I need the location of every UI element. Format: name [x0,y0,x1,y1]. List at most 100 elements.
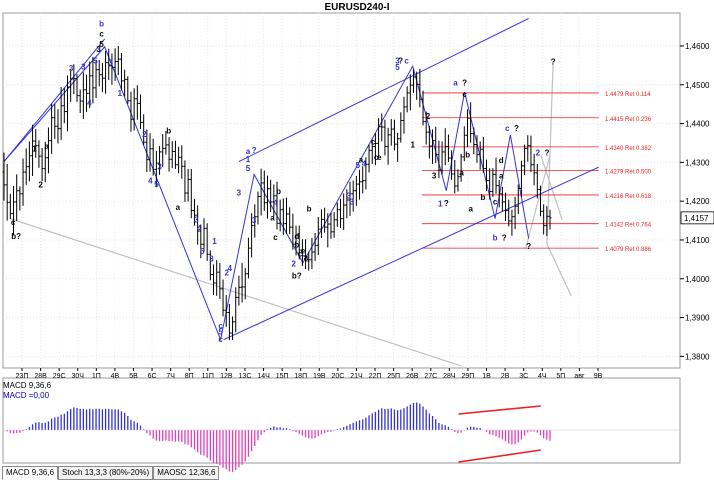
wave-label: 3 [109,58,114,67]
ohlc-bar [104,51,108,94]
price-tick-label: 1,4000 [685,275,710,284]
wave-label: a [499,172,504,181]
ohlc-bar [361,166,365,194]
ohlc-bar [367,144,371,173]
wave-label: c [462,90,467,99]
ohlc-bar [278,199,282,232]
wave-label: 3 [194,216,199,225]
channel-line [3,38,106,162]
ohlc-bar [56,109,60,144]
ohlc-bar [75,74,79,102]
time-tick-label: 18П [294,373,307,380]
wave-label: a [176,203,181,212]
ohlc-bar [446,134,450,162]
wave-label: c [298,249,303,258]
wave-label: b? [292,271,302,280]
ohlc-bar [329,212,333,239]
ohlc-bar [440,141,444,175]
ohlc-bar [215,260,219,296]
ohlc-bar [396,132,400,162]
wave-label: 1 [438,200,443,209]
ohlc-bar [53,104,57,140]
ohlc-bar [497,179,501,208]
time-tick-label: 6С [148,373,157,380]
wave-label: 5 [200,247,205,256]
ohlc-bar [488,168,492,200]
ohlc-bar [18,186,22,211]
ohlc-bar [148,133,152,172]
wave-label: 5 [218,328,223,337]
wave-label: b [166,126,171,135]
tab-maosc[interactable]: MAOSC 12,36,6 [153,466,220,480]
price-pane-frame [2,12,681,369]
tab-macd[interactable]: MACD 9,36,6 [2,466,59,480]
ohlc-bar [529,135,533,173]
ohlc-bar [186,168,190,202]
wave-label: ? [545,148,550,157]
ohlc-bar [231,316,235,341]
ohlc-bar [342,193,346,230]
ohlc-bar [234,287,238,333]
ohlc-bar [43,141,47,183]
price-tick-label: 1,4500 [685,81,710,90]
ohlc-bars [2,45,552,341]
ohlc-bar [202,218,206,252]
wave-label: 3 [350,198,355,207]
tab-stoch[interactable]: Stoch 13,3,3 (80%-20%) [58,466,154,480]
ohlc-bar [177,146,181,174]
ohlc-bar [221,279,225,317]
divergence-line [458,405,541,415]
macd-pane-frame [2,377,681,464]
ohlc-bar [408,74,412,111]
ohlc-bar [275,181,279,230]
time-tick-label: 22П [369,373,382,380]
ohlc-bar [65,75,69,132]
ohlc-bar [256,191,260,225]
wave-label: 4 [273,198,278,207]
wave-label: 2 [38,181,43,190]
ohlc-bar [59,87,63,140]
fib-level-label: 1.4216 Ret 0.618 [605,194,652,200]
ohlc-bar [189,168,193,219]
ohlc-bar [78,89,82,114]
price-tick-label: 1,4200 [685,197,710,206]
price-tick-label: 1,4100 [685,236,710,245]
ohlc-bar [97,59,101,87]
ohlc-bar [2,152,6,201]
ohlc-bar [313,232,317,261]
ohlc-bar [37,140,41,168]
ohlc-bar [243,267,247,300]
wave-label: 4 [197,224,202,233]
ohlc-bar [5,163,9,221]
ohlc-bar [456,169,460,192]
ohlc-bar [504,192,508,221]
wave-label: a [468,205,473,214]
channel-line [238,17,529,163]
macd-name-label: MACD 9,36,6 [3,381,52,390]
ohlc-bar [265,175,269,219]
ohlc-bar [139,94,142,130]
ohlc-bar [107,48,111,81]
wave-label: b [307,205,312,214]
wave-label: 2 [142,130,147,139]
fib-level-label: 1.4479 Ret 0.114 [605,92,651,98]
ohlc-bar [288,207,292,235]
ohlc-bar [183,160,187,202]
ohlc-bar [542,204,546,235]
ohlc-bar [358,169,362,200]
time-tick-label: 30Ч [72,373,85,380]
wave-label: b [480,193,485,202]
time-tick-label: 2В [501,373,510,380]
ohlc-bar [472,127,476,155]
wave-label: c [273,233,278,242]
ohlc-bar [510,209,514,236]
ohlc-bar [250,213,254,258]
wave-label: b? [11,232,21,241]
ohlc-bar [224,295,228,327]
wave-zigzag-line [3,45,530,342]
ohlc-bar [516,184,520,214]
time-tick-label: 19В [313,373,326,380]
wave-label: a [359,155,364,164]
time-tick-label: 20С [331,373,344,380]
ohlc-bar [180,145,184,179]
